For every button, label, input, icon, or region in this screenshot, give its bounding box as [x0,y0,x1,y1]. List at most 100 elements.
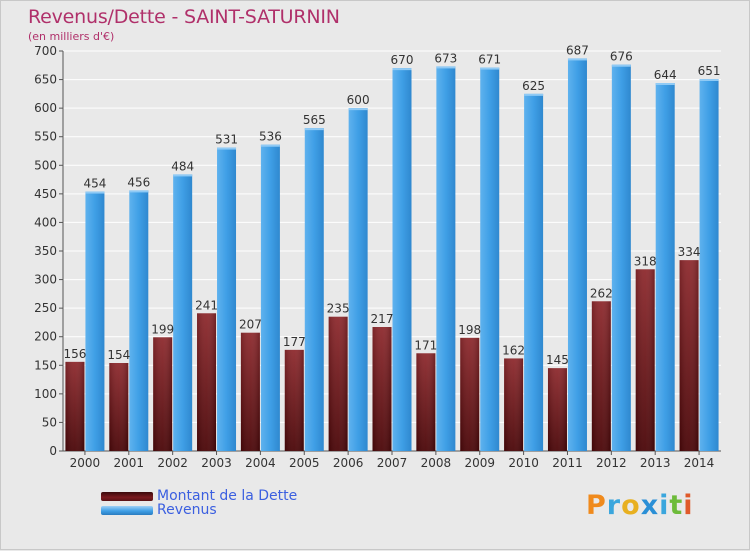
bar-revenus [655,83,675,451]
data-label-revenus: 687 [566,43,589,57]
data-label-revenus: 644 [654,68,677,82]
logo-letter: r [606,490,622,521]
bar-revenus-top [611,64,631,67]
legend-swatch-revenus [101,505,153,515]
data-label-dette: 334 [678,245,701,259]
data-label-revenus: 676 [610,50,633,64]
data-label-dette: 177 [283,335,306,349]
bar-dette-shade [65,361,85,451]
x-tick-label: 2006 [333,456,364,470]
bar-revenus [699,79,719,451]
data-label-dette: 207 [239,318,262,332]
bar-dette-shade [591,301,611,451]
data-label-dette: 235 [327,302,350,316]
data-label-dette: 145 [546,353,569,367]
chart-title: Revenus/Dette - SAINT-SATURNIN [28,6,340,28]
x-tick-label: 2011 [552,456,583,470]
data-label-dette: 318 [634,254,657,268]
y-tick-label: 450 [34,187,57,201]
data-label-revenus: 536 [259,130,282,144]
bar-revenus-top [392,68,412,71]
x-tick-label: 2005 [289,456,320,470]
data-label-revenus: 565 [303,113,326,127]
x-tick-label: 2013 [640,456,671,470]
y-tick-label: 550 [34,130,57,144]
data-label-revenus: 456 [127,175,150,189]
y-tick-label: 50 [42,415,57,429]
bar-revenus [611,64,631,451]
bar-revenus-top [436,66,456,69]
bar-dette-shade [547,368,567,451]
bar-revenus-top [304,128,324,131]
x-tick-label: 2008 [421,456,452,470]
x-tick-label: 2007 [377,456,408,470]
bar-revenus [567,58,587,452]
y-tick-label: 100 [34,387,57,401]
data-label-revenus: 670 [391,53,414,67]
y-tick-label: 650 [34,73,57,87]
bar-revenus-top [260,144,280,147]
bar-dette-shade [328,316,348,451]
data-label-revenus: 671 [478,53,501,67]
legend-item-revenus: Revenus [101,502,217,518]
y-tick-label: 700 [34,44,57,58]
legend-label-dette: Montant de la Dette [157,488,298,504]
bar-dette-shade [109,363,129,451]
bar-dette-shade [635,269,655,451]
legend-swatch-dette [101,491,153,501]
bar-revenus [392,68,412,452]
data-label-dette: 199 [151,322,174,336]
y-tick-label: 350 [34,244,57,258]
x-tick-label: 2001 [114,456,145,470]
y-tick-label: 300 [34,273,57,287]
bar-revenus-top [699,79,719,81]
x-tick-label: 2012 [596,456,627,470]
bar-revenus-top [173,174,193,177]
bar-dette-shade [416,353,436,451]
bar-dette-shade [504,358,524,451]
bar-revenus [524,93,544,451]
logo-letter: t [669,490,684,521]
data-label-revenus: 600 [347,93,370,107]
y-tick-label: 500 [34,158,57,172]
bar-revenus [173,174,193,451]
bar-revenus-top [480,67,500,70]
bar-dette-shade [153,337,173,451]
y-tick-label: 400 [34,215,57,229]
data-label-dette: 154 [107,348,130,362]
bar-revenus [348,108,368,452]
data-label-revenus: 454 [83,177,106,191]
chart-subtitle: (en milliers d'€) [28,30,115,43]
y-tick-label: 600 [34,101,57,115]
x-tick-label: 2014 [684,456,715,470]
legend-item-dette: Montant de la Dette [101,488,298,504]
y-tick-label: 200 [34,330,57,344]
data-label-revenus: 651 [698,64,721,78]
bar-revenus [85,191,105,452]
legend-label-revenus: Revenus [157,502,217,518]
bar-revenus-top [655,83,675,85]
data-label-revenus: 484 [171,159,194,173]
data-label-dette: 241 [195,298,218,312]
data-label-dette: 171 [414,338,437,352]
logo-letter: x [640,490,660,521]
logo-letter: i [659,490,670,521]
data-label-revenus: 625 [522,79,545,93]
data-label-revenus: 673 [434,51,457,65]
bar-dette-shade [372,327,392,451]
x-tick-label: 2009 [464,456,495,470]
y-tick-label: 0 [49,444,57,458]
proxiti-logo: Proxiti [586,490,694,521]
bar-dette-shade [460,337,480,451]
bar-revenus [129,190,149,451]
data-label-dette: 262 [590,286,613,300]
bar-dette-shade [197,313,217,451]
bar-revenus [217,147,237,452]
bar-revenus-top [348,108,368,111]
y-tick-label: 150 [34,358,57,372]
bar-dette-shade [679,260,699,451]
x-tick-label: 2003 [201,456,232,470]
data-label-dette: 156 [63,347,86,361]
